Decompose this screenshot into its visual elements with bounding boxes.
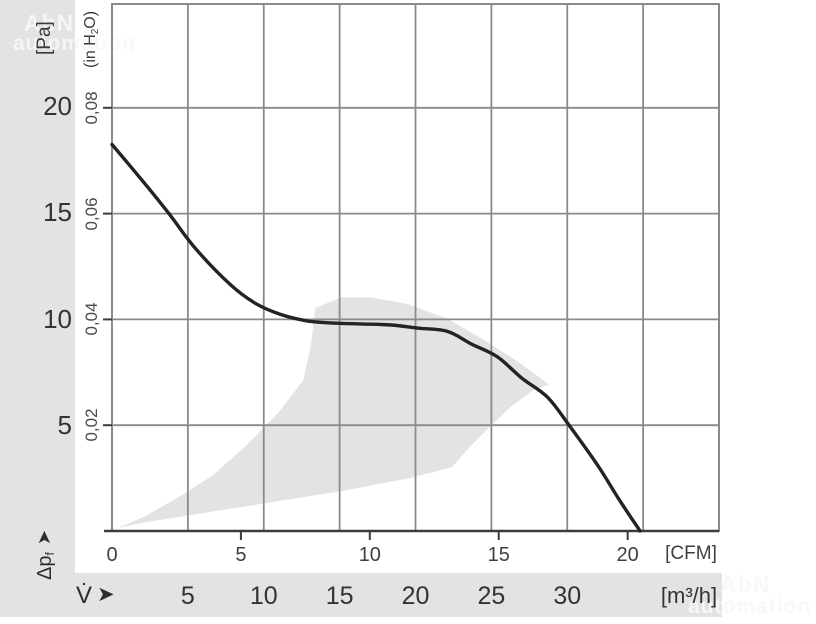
pa-unit-label: [Pa] [34,21,55,55]
m3h-unit-label: [m³/h] [660,583,718,608]
m3h-tick-label: 30 [553,582,582,610]
flow-axis-title: V̇ ➤ [76,582,115,609]
m3h-tick-label: 25 [477,582,506,610]
inh2o-tick-label: 0,02 [82,408,101,442]
pa-tick-label: 10 [43,303,72,334]
inh2o-unit-label: (in H2O) [81,2,101,68]
axis-ticks [103,106,629,540]
left-axis-band [0,0,75,617]
cfm-tick-label: 5 [235,544,247,566]
inh2o-tick-label: 0,06 [82,197,101,231]
cfm-tick-label: 15 [487,544,510,566]
pressure-axis-symbol: Δp [34,555,56,580]
grid [111,4,720,531]
right-arrow-icon: ➤ [97,583,115,606]
cfm-unit-label: [CFM] [665,543,717,564]
pressure-axis-subscript: f [43,552,57,556]
inh2o-unit-text: O) [82,10,99,29]
pa-tick-label: 5 [57,409,72,440]
inh2o-unit-text: (in H [82,34,99,68]
pressure-axis-title: Δpf ➤ [32,500,58,580]
flow-axis-symbol: V̇ [76,582,93,609]
bottom-axis-band [0,573,722,617]
pa-tick-label: 20 [43,91,72,122]
m3h-tick-label: 20 [401,582,430,610]
m3h-tick-label: 5 [180,582,195,610]
cfm-tick-label: 20 [616,544,639,566]
watermark: AbN [24,10,75,36]
inh2o-tick-label: 0,04 [82,302,101,336]
inh2o-unit-subscript: 2 [90,28,101,35]
pa-tick-label: 15 [43,197,72,228]
watermark: automation [13,32,137,55]
watermark: AbN [720,571,771,597]
cfm-tick-label: 10 [358,544,381,566]
up-arrow-icon: ➤ [34,529,54,546]
inh2o-tick-label: 0,08 [82,91,101,125]
fan-curve [110,142,642,533]
operating-region [118,297,549,528]
m3h-tick-label: 15 [325,582,354,610]
m3h-tick-label: 10 [249,582,278,610]
watermark: automation [688,595,812,618]
cfm-tick-label: 0 [106,544,118,566]
